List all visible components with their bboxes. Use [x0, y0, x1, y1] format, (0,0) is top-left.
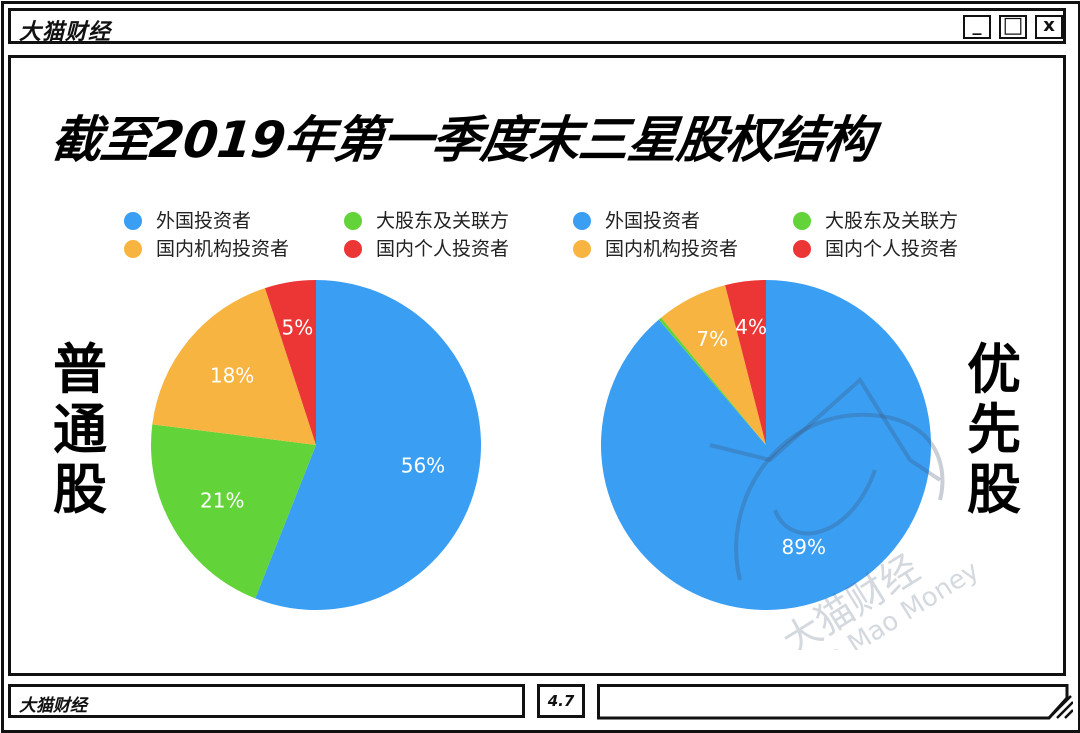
- legend-item: 国内个人投资者: [344, 234, 509, 261]
- slice-label: 18%: [210, 364, 254, 388]
- legend-item: 国内个人投资者: [793, 234, 958, 261]
- legend-item: 外国投资者: [573, 206, 700, 233]
- footer-brand-box: 大猫财经: [8, 684, 525, 718]
- pie-slice: [661, 285, 766, 445]
- legend-dot-icon: [344, 240, 362, 258]
- footer-status-box: [597, 684, 1073, 720]
- close-icon: x: [1043, 15, 1055, 36]
- pie-slice: [725, 280, 766, 445]
- pie-chart-common: 56% 21% 18% 5%: [151, 280, 482, 610]
- legend-item: 大股东及关联方: [793, 206, 958, 233]
- pie-slice: [152, 288, 316, 445]
- pie-slice: [265, 280, 316, 445]
- legend-dot-icon: [344, 212, 362, 230]
- slice-label: 56%: [401, 453, 445, 477]
- version-box: 4.7: [537, 684, 585, 718]
- close-button[interactable]: x: [1035, 15, 1063, 39]
- pie-slice: [151, 424, 316, 599]
- legend-item: 外国投资者: [124, 206, 251, 233]
- legend-dot-icon: [793, 212, 811, 230]
- resize-grip-icon: [1048, 695, 1073, 719]
- pie-slice: [255, 280, 482, 610]
- page-title: 截至2019年第一季度末三星股权结构: [48, 111, 876, 169]
- slice-label: 89%: [782, 535, 826, 559]
- legend-item: 大股东及关联方: [344, 206, 509, 233]
- common-stock-label: 普通股: [53, 338, 107, 521]
- pie-slice: [600, 280, 931, 610]
- legend-dot-icon: [124, 212, 142, 230]
- version-label: 4.7: [547, 692, 575, 710]
- legend-dot-icon: [124, 240, 142, 258]
- legend-dot-icon: [573, 240, 591, 258]
- minimize-button[interactable]: _: [963, 15, 991, 39]
- slice-label: 21%: [200, 488, 244, 512]
- main-panel: [8, 55, 1066, 676]
- legend-dot-icon: [793, 240, 811, 258]
- legend-dot-icon: [573, 212, 591, 230]
- title-bar: 大猫财经 _ □ x: [8, 8, 1066, 45]
- maximize-icon: □: [1002, 13, 1024, 38]
- minimize-icon: _: [972, 15, 982, 36]
- app-title: 大猫财经: [19, 20, 112, 45]
- footer-brand: 大猫财经: [19, 696, 87, 716]
- legend-item: 国内机构投资者: [573, 234, 738, 261]
- maximize-button[interactable]: □: [999, 15, 1027, 39]
- slice-label: 5%: [282, 316, 314, 340]
- slice-label: 7%: [696, 327, 728, 351]
- pie-slice: [658, 317, 766, 445]
- pie-chart-preferred: 89% 7% 4%: [600, 280, 931, 610]
- slice-label: 4%: [735, 315, 767, 339]
- legend-item: 国内机构投资者: [124, 234, 289, 261]
- preferred-stock-label: 优先股: [967, 338, 1021, 521]
